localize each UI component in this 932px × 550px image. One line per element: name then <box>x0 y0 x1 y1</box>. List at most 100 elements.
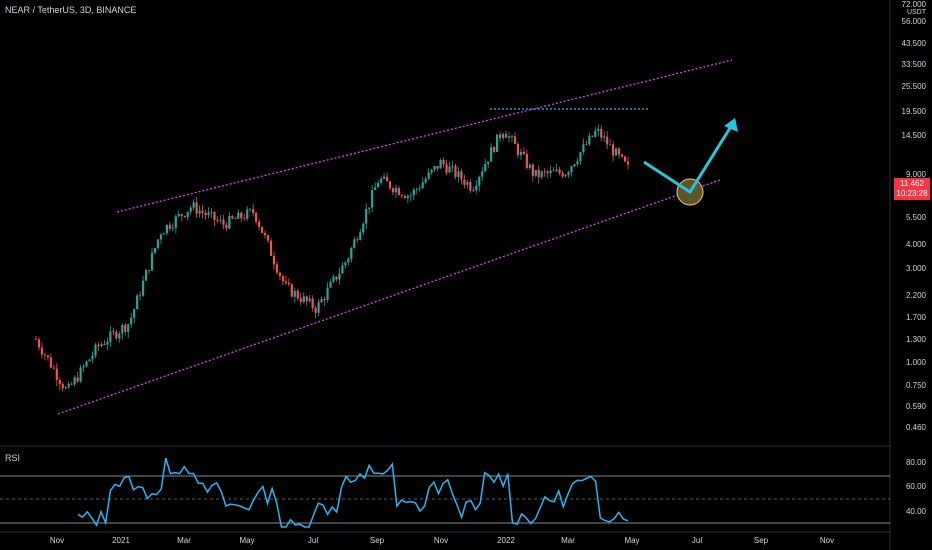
candle-body <box>52 367 55 369</box>
candle-body <box>510 136 514 138</box>
candle-body <box>156 239 160 248</box>
candle-body <box>394 187 398 193</box>
candle-body <box>445 164 448 173</box>
candle-body <box>442 160 445 165</box>
candle-body <box>249 209 252 211</box>
candle-body <box>388 181 392 189</box>
candle-body <box>243 218 246 219</box>
time-tick: Nov <box>433 536 449 545</box>
candle-body <box>144 270 148 281</box>
candle-body <box>147 270 151 271</box>
arrow-head-icon <box>724 118 738 132</box>
candle-body <box>314 308 317 313</box>
candle-body <box>94 344 97 356</box>
candle-body <box>335 276 338 280</box>
candle-body <box>463 179 466 185</box>
candle-body <box>448 166 451 173</box>
candle-body <box>481 171 484 177</box>
candle-body <box>382 176 386 179</box>
candle-body <box>344 262 347 266</box>
candle-body <box>85 361 88 367</box>
channel-upper-line[interactable] <box>116 59 733 213</box>
candle-body <box>278 272 282 276</box>
candle-body <box>504 133 508 138</box>
candle-body <box>347 258 350 263</box>
candle-body <box>67 383 70 388</box>
candle-body <box>350 247 353 259</box>
candle-body <box>73 377 76 385</box>
candle-body <box>522 151 525 154</box>
candle-body <box>305 296 308 301</box>
candle-body <box>311 298 314 309</box>
time-tick: Jul <box>691 536 703 545</box>
candle-body <box>427 172 430 179</box>
rsi-tick: 40.00 <box>905 507 926 516</box>
projection-arrow[interactable] <box>643 119 737 195</box>
candle-body <box>168 224 171 229</box>
candle-body <box>225 224 228 229</box>
candle-body <box>552 170 555 172</box>
candle-body <box>457 171 460 178</box>
candle-body <box>623 156 627 162</box>
candle-body <box>436 166 439 169</box>
time-tick: Jul <box>307 536 319 545</box>
candle-body <box>55 368 58 380</box>
candle-body <box>70 383 73 385</box>
candle-body <box>597 128 600 131</box>
candle-body <box>177 214 180 217</box>
candle-body <box>329 281 332 288</box>
candle-body <box>588 135 591 145</box>
time-tick: Sep <box>753 536 769 545</box>
price-tick: 0.590 <box>905 402 926 411</box>
candle-body <box>496 134 499 152</box>
candle-body <box>424 178 427 183</box>
price-axis[interactable]: USDT 72.000 56.000 43.500 33.500 25.500 … <box>890 0 932 550</box>
candle-body <box>162 233 166 235</box>
candle-body <box>269 240 273 256</box>
candle-body <box>612 144 615 156</box>
candle-body <box>103 344 106 345</box>
candle-body <box>374 187 377 191</box>
candle-body <box>228 215 231 229</box>
candle-body <box>490 147 493 162</box>
candle-body <box>356 239 359 241</box>
candle-body <box>594 130 597 137</box>
last-price-badge: 11.462 10:23:28 <box>894 178 930 200</box>
candle-body <box>133 309 136 318</box>
candle-body <box>141 280 145 296</box>
candle-body <box>615 148 618 156</box>
time-tick: Nov <box>49 536 65 545</box>
candle-body <box>204 212 207 216</box>
candle-body <box>400 195 404 197</box>
candle-body <box>403 196 406 199</box>
candle-body <box>371 190 374 208</box>
price-tick: 1.000 <box>905 358 926 367</box>
candle-body <box>591 135 594 137</box>
candle-body <box>88 359 91 362</box>
rsi-tick: 60.00 <box>905 482 926 491</box>
candle-body <box>308 298 311 301</box>
price-tick: 19.500 <box>901 107 926 116</box>
candle-body <box>82 366 85 368</box>
candle-body <box>186 211 189 217</box>
price-tick: 1.700 <box>905 313 926 322</box>
candle-body <box>302 296 305 302</box>
candle-body <box>37 339 41 348</box>
channel-lower-line[interactable] <box>57 179 721 415</box>
candle-body <box>484 163 487 172</box>
rsi-tick: 80.00 <box>905 458 926 467</box>
price-unit: USDT <box>906 9 926 16</box>
candle-body <box>76 377 79 382</box>
candle-body <box>58 379 61 385</box>
candle-body <box>600 128 603 138</box>
candle-body <box>91 355 94 360</box>
candle-body <box>379 178 383 183</box>
candle-body <box>519 151 523 156</box>
candle-body <box>201 210 204 213</box>
candle-body <box>507 136 511 138</box>
candle-body <box>246 209 249 219</box>
candle-body <box>171 227 174 229</box>
candle-body <box>546 171 549 174</box>
candle-body <box>195 202 198 214</box>
